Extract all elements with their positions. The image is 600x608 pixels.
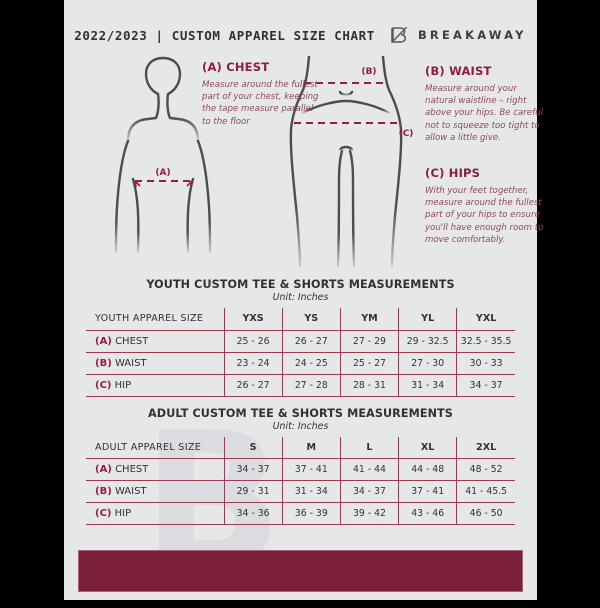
adult-column-header-m: M bbox=[281, 436, 341, 459]
row-tag: (B) bbox=[95, 357, 112, 369]
youth-cell-value: 31 - 34 bbox=[398, 373, 458, 397]
youth-cell-value: 24 - 25 bbox=[281, 351, 341, 375]
callout-hips: (C) HIPS With your feet together, measur… bbox=[425, 166, 545, 246]
adult-measurements-section: ADULT CUSTOM TEE & SHORTS MEASUREMENTS U… bbox=[86, 406, 515, 525]
callout-chest-body: Measure around the fullest part of your … bbox=[202, 80, 319, 127]
footer-banner bbox=[78, 550, 523, 592]
adult-row-label: (A) CHEST bbox=[86, 458, 225, 481]
row-tag: (C) bbox=[95, 508, 112, 519]
brand-name: BREAKAWAY bbox=[417, 28, 527, 42]
callout-waist-body: Measure around your natural waistline – … bbox=[425, 84, 543, 143]
adult-cell-value: 36 - 39 bbox=[281, 502, 341, 525]
table-row: (A) CHEST 34 - 37 37 - 41 41 - 44 44 - 48 48 … bbox=[86, 458, 515, 481]
measurement-diagram: (A) (B) (C) (A) CHEST bbox=[76, 56, 543, 268]
youth-cell-value: 28 - 31 bbox=[339, 373, 400, 397]
adult-cell-value: 31 - 34 bbox=[281, 480, 341, 503]
adult-column-header-xl: XL bbox=[398, 436, 458, 459]
table-row: (A) CHEST 25 - 26 26 - 27 27 - 29 29 - 32.5 3… bbox=[86, 330, 515, 353]
youth-row-label: (A) CHEST bbox=[86, 330, 225, 353]
youth-cell-value: 27 - 29 bbox=[339, 330, 400, 353]
callout-hips-heading: (C) HIPS bbox=[425, 166, 481, 180]
youth-cell-value: 27 - 28 bbox=[281, 373, 341, 397]
adult-column-header-s: S bbox=[223, 436, 283, 459]
adult-table-header-row: ADULT APPAREL SIZE S M L XL 2XL bbox=[86, 436, 515, 459]
youth-cell-value: 25 - 27 bbox=[339, 351, 400, 375]
table-row: (B) WAIST 23 - 24 24 - 25 25 - 27 27 - 30 30 … bbox=[86, 351, 515, 375]
youth-table-title: YOUTH CUSTOM TEE & SHORTS MEASUREMENTS bbox=[146, 278, 455, 291]
breakaway-b-logo-icon bbox=[390, 26, 407, 44]
adult-cell-value: 34 - 36 bbox=[223, 502, 283, 525]
youth-cell-value: 30 - 33 bbox=[456, 351, 515, 375]
adult-cell-value: 41 - 45.5 bbox=[456, 480, 515, 503]
adult-cell-value: 34 - 37 bbox=[339, 480, 400, 503]
callout-chest-heading: (A) CHEST bbox=[202, 60, 270, 74]
youth-column-header-yl: YL bbox=[398, 308, 458, 331]
callout-waist-heading: (B) WAIST bbox=[425, 64, 492, 78]
row-tag: (C) bbox=[95, 379, 112, 391]
waist-line-label: (B) bbox=[361, 67, 376, 77]
callout-hips-body: With your feet together, measure around … bbox=[425, 186, 544, 245]
table-row: (C) HIP 34 - 36 36 - 39 39 - 42 43 - 46 46 - … bbox=[86, 502, 515, 525]
adult-cell-value: 34 - 37 bbox=[223, 458, 283, 481]
row-tag: (A) bbox=[95, 464, 112, 475]
adult-cell-value: 37 - 41 bbox=[398, 480, 458, 503]
youth-cell-value: 34 - 37 bbox=[456, 373, 515, 397]
youth-column-header-yxl: YXL bbox=[456, 308, 515, 331]
youth-row-label: (B) WAIST bbox=[86, 351, 225, 375]
youth-column-header-yxs: YXS bbox=[223, 308, 283, 331]
chest-line-label: (A) bbox=[155, 168, 170, 178]
row-tag: (B) bbox=[95, 486, 112, 497]
adult-cell-value: 46 - 50 bbox=[456, 502, 515, 525]
youth-cell-value: 25 - 26 bbox=[223, 330, 283, 353]
youth-size-table: YOUTH APPAREL SIZE YXS YS YM YL YXL (A) CHEST… bbox=[86, 308, 515, 397]
adult-cell-value: 48 - 52 bbox=[456, 458, 515, 481]
youth-cell-value: 29 - 32.5 bbox=[398, 330, 458, 353]
page-title: 2022/2023 | CUSTOM APPAREL SIZE CHART bbox=[74, 27, 375, 43]
adult-size-table: ADULT APPAREL SIZE S M L XL 2XL (A) CHEST 34 -… bbox=[86, 436, 515, 525]
adult-table-title: ADULT CUSTOM TEE & SHORTS MEASUREMENTS bbox=[148, 406, 453, 420]
youth-column-header-ys: YS bbox=[281, 308, 341, 331]
youth-table-unit: Unit: Inches bbox=[272, 292, 329, 303]
adult-row-label: (C) HIP bbox=[86, 502, 225, 525]
size-chart-page: B 2022/2023 | CUSTOM APPAREL SIZE CHART … bbox=[64, 0, 543, 600]
youth-measurements-section: YOUTH CUSTOM TEE & SHORTS MEASUREMENTS U… bbox=[86, 278, 515, 397]
table-row: (C) HIP 26 - 27 27 - 28 28 - 31 31 - 34 34 - … bbox=[86, 373, 515, 397]
youth-cell-value: 27 - 30 bbox=[398, 351, 458, 375]
youth-cell-value: 23 - 24 bbox=[223, 351, 283, 375]
youth-lead-header: YOUTH APPAREL SIZE bbox=[86, 308, 225, 331]
upper-body-torso-figure bbox=[114, 56, 212, 254]
adult-cell-value: 29 - 31 bbox=[223, 480, 283, 503]
youth-cell-value: 26 - 27 bbox=[223, 373, 283, 397]
callout-chest: (A) CHEST Measure around the fullest par… bbox=[202, 60, 322, 128]
youth-table-header-row: YOUTH APPAREL SIZE YXS YS YM YL YXL bbox=[86, 308, 515, 331]
table-row: (B) WAIST 29 - 31 31 - 34 34 - 37 37 - 41 41 … bbox=[86, 480, 515, 503]
adult-column-header-2xl: 2XL bbox=[456, 436, 515, 459]
adult-table-unit: Unit: Inches bbox=[272, 420, 329, 432]
adult-row-label: (B) WAIST bbox=[86, 480, 225, 503]
brand-lockup: BREAKAWAY bbox=[389, 23, 527, 47]
adult-cell-value: 44 - 48 bbox=[398, 458, 458, 481]
youth-cell-value: 26 - 27 bbox=[281, 330, 341, 353]
adult-cell-value: 43 - 46 bbox=[398, 502, 458, 525]
adult-cell-value: 37 - 41 bbox=[281, 458, 341, 481]
youth-row-label: (C) HIP bbox=[86, 373, 225, 397]
callout-waist: (B) WAIST Measure around your natural wa… bbox=[425, 64, 543, 144]
hip-line-label: (C) bbox=[399, 129, 414, 139]
adult-cell-value: 39 - 42 bbox=[339, 502, 400, 525]
body-figures-illustration: (A) (B) (C) bbox=[114, 56, 414, 268]
adult-lead-header: ADULT APPAREL SIZE bbox=[86, 436, 225, 459]
chest-measure-line bbox=[134, 180, 193, 188]
adult-column-header-l: L bbox=[339, 436, 400, 459]
youth-cell-value: 32.5 - 35.5 bbox=[456, 330, 515, 353]
row-tag: (A) bbox=[95, 335, 112, 347]
adult-cell-value: 41 - 44 bbox=[339, 458, 400, 481]
youth-column-header-ym: YM bbox=[339, 308, 400, 331]
page-header: 2022/2023 | CUSTOM APPAREL SIZE CHART BR… bbox=[64, 0, 537, 53]
